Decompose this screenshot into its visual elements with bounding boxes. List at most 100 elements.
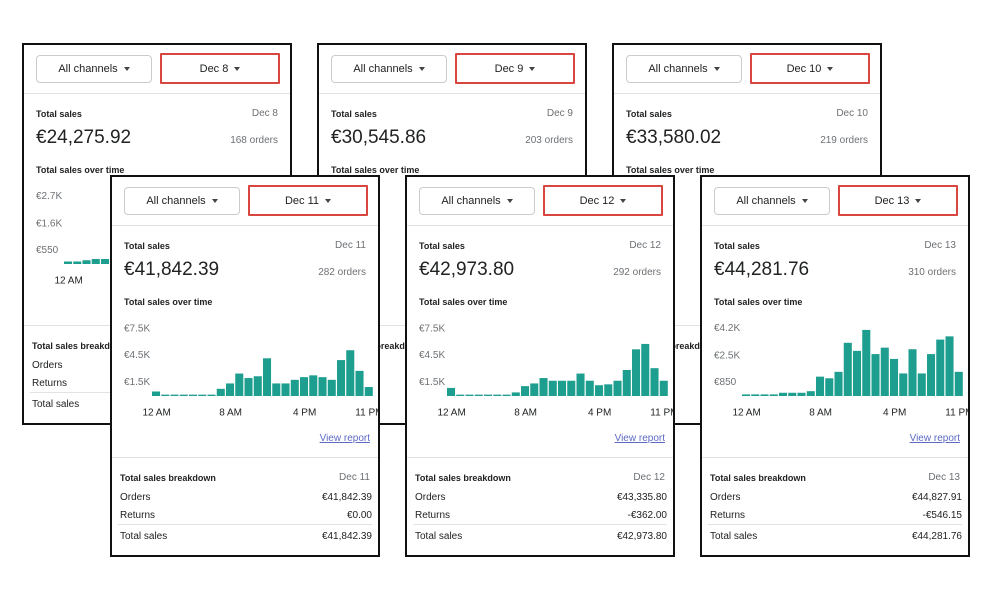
y-tick-label: €2.5K (714, 350, 740, 361)
sales-panel: All channels Dec 13 Total sales Dec 13 €44,2… (700, 175, 970, 557)
breakdown-label: Orders (32, 360, 63, 371)
bar (843, 342, 852, 396)
bar (742, 394, 751, 396)
bar (558, 380, 567, 396)
view-report-link[interactable]: View report (614, 433, 665, 444)
divider (24, 93, 290, 94)
breakdown-title: Total sales breakdown (32, 341, 128, 351)
total-sales-date: Dec 11 (335, 240, 366, 251)
caret (211, 199, 218, 203)
total-sales-label: Total sales (419, 241, 465, 251)
date-picker[interactable]: Dec 8 (160, 53, 280, 84)
channel-dropdown[interactable]: All channels (124, 187, 240, 215)
channel-label: All channels (736, 195, 796, 207)
bar (576, 373, 585, 396)
date-label: Dec 13 (874, 194, 910, 207)
total-sales-amount: €44,281.76 (714, 259, 810, 280)
channel-label: All channels (441, 195, 501, 207)
channel-dropdown[interactable]: All channels (419, 187, 535, 215)
date-label: Dec 9 (494, 62, 524, 75)
view-report-link[interactable]: View report (319, 433, 370, 444)
x-tick-label: 11 PM (355, 408, 378, 419)
sales-panel: All channels Dec 11 Total sales Dec 11 €41,8… (110, 175, 380, 557)
y-tick-label: €4.2K (714, 323, 740, 334)
breakdown-label: Orders (415, 492, 446, 503)
date-picker[interactable]: Dec 11 (248, 185, 368, 216)
y-tick-label: €7.5K (419, 323, 445, 334)
channel-label: All channels (58, 63, 118, 75)
breakdown-value: €41,842.39 (321, 531, 372, 542)
channel-dropdown[interactable]: All channels (626, 55, 742, 83)
breakdown-label: Returns (710, 510, 746, 521)
divider (112, 457, 378, 458)
bar (179, 394, 188, 396)
x-tick-label: 8 AM (514, 408, 537, 419)
breakdown-value: €44,827.91 (911, 492, 962, 503)
bar (890, 358, 899, 396)
sales-panel: All channels Dec 12 Total sales Dec 12 €42,9… (405, 175, 675, 557)
breakdown-label: Orders (120, 492, 151, 503)
x-tick-label: 11 PM (650, 408, 673, 419)
channel-dropdown[interactable]: All channels (36, 55, 152, 83)
bar (73, 261, 82, 264)
total-sales-date: Dec 10 (836, 108, 868, 119)
bar (207, 394, 216, 396)
bar (936, 339, 945, 396)
date-picker[interactable]: Dec 9 (455, 53, 575, 84)
bar (82, 260, 91, 264)
divider (407, 457, 673, 458)
breakdown-title: Total sales breakdown (120, 473, 216, 483)
breakdown-label: Total sales (710, 531, 758, 542)
breakdown-title: Total sales breakdown (710, 473, 806, 483)
divider (112, 225, 378, 226)
date-picker[interactable]: Dec 12 (543, 185, 663, 216)
total-sales-date: Dec 12 (629, 240, 661, 251)
breakdown-label: Total sales (415, 531, 463, 542)
bar (567, 380, 576, 396)
x-tick-label: 4 PM (588, 408, 611, 419)
x-tick-label: 4 PM (293, 408, 316, 419)
sales-chart: €4.2K €2.5K €850 12 AM 8 AM 4 PM 11 PM (714, 323, 968, 419)
date-picker[interactable]: Dec 13 (838, 185, 958, 216)
bar (659, 380, 668, 396)
bar (806, 391, 815, 396)
y-tick-label: €850 (714, 377, 737, 388)
channel-dropdown[interactable]: All channels (714, 187, 830, 215)
order-count: 282 orders (318, 267, 366, 278)
bar (318, 377, 327, 396)
bar (862, 329, 871, 396)
bar (622, 369, 631, 396)
bar (788, 392, 797, 396)
x-tick-label: 4 PM (883, 408, 906, 419)
chart-title: Total sales over time (714, 297, 803, 307)
caret (506, 199, 513, 203)
divider (702, 225, 968, 226)
bar (521, 386, 530, 396)
bar (595, 385, 604, 396)
order-count: 310 orders (908, 267, 956, 278)
date-label: Dec 12 (579, 194, 615, 207)
caret (827, 66, 834, 71)
bar (235, 373, 244, 396)
divider (702, 457, 968, 458)
total-sales-amount: €33,580.02 (626, 127, 722, 148)
channel-dropdown[interactable]: All channels (331, 55, 447, 83)
date-picker[interactable]: Dec 10 (750, 53, 870, 84)
x-tick-label: 8 AM (809, 408, 832, 419)
bar (484, 394, 493, 396)
bar (337, 360, 346, 396)
view-report-link[interactable]: View report (909, 433, 960, 444)
x-tick-label: 12 AM (54, 276, 82, 287)
bar (281, 383, 290, 396)
bar (853, 350, 862, 396)
order-count: 292 orders (613, 267, 661, 278)
total-sales-label: Total sales (124, 241, 170, 251)
bar (300, 377, 309, 396)
bar (585, 380, 594, 396)
bar (290, 379, 299, 396)
bar (244, 378, 253, 396)
bar (161, 394, 170, 396)
order-count: 219 orders (820, 135, 868, 146)
bar (91, 258, 100, 264)
